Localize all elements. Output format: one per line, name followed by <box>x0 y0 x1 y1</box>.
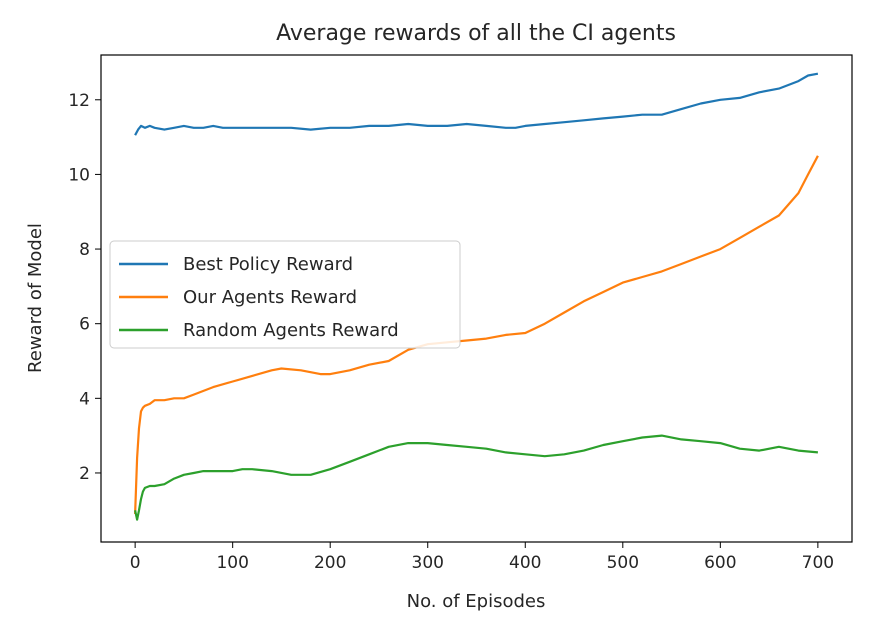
legend-label: Random Agents Reward <box>183 320 399 341</box>
x-tick-label: 100 <box>216 553 248 573</box>
x-tick-label: 300 <box>412 553 444 573</box>
chart-title: Average rewards of all the CI agents <box>276 21 676 46</box>
series-layer <box>134 72 819 521</box>
x-axis: 0 100 200 300 400 500 600 700 <box>130 542 834 573</box>
x-tick-label: 500 <box>607 553 639 573</box>
y-axis: 2 4 6 8 10 12 <box>68 91 101 484</box>
x-axis-title: No. of Episodes <box>407 591 546 612</box>
legend-box <box>109 240 461 349</box>
y-tick-label: 2 <box>79 464 90 484</box>
y-axis-title: Reward of Model <box>25 223 46 373</box>
x-tick-label: 400 <box>509 553 541 573</box>
y-tick-label: 10 <box>68 165 90 185</box>
plot-frame <box>100 54 853 543</box>
x-tick-label: 0 <box>130 553 141 573</box>
x-tick-label: 600 <box>704 553 736 573</box>
y-tick-label: 8 <box>79 240 90 260</box>
series-line-1 <box>134 72 819 136</box>
legend: Best Policy Reward Our Agents Reward Rando… <box>109 240 461 349</box>
series-line-2 <box>134 155 819 515</box>
y-tick-label: 12 <box>68 91 90 111</box>
y-tick-label: 4 <box>79 389 90 409</box>
legend-label: Best Policy Reward <box>183 254 353 275</box>
x-tick-label: 200 <box>314 553 346 573</box>
series-line-3 <box>134 434 819 521</box>
x-tick-label: 700 <box>802 553 834 573</box>
y-tick-label: 6 <box>79 315 90 335</box>
legend-label: Our Agents Reward <box>183 287 357 308</box>
